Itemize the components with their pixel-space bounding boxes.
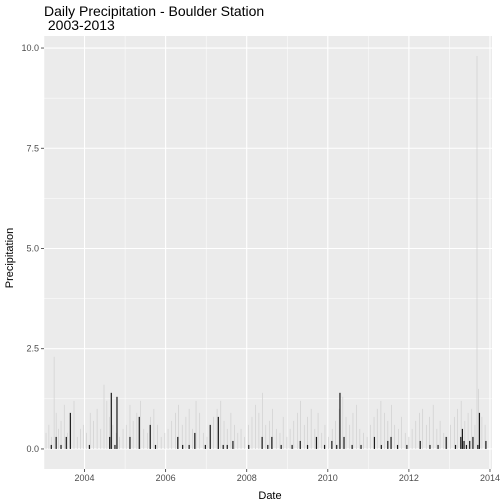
chart-title-line2: 2003-2013 — [44, 17, 115, 33]
x-tick-label: 2008 — [237, 473, 257, 483]
x-tick-label: 2006 — [156, 473, 176, 483]
y-tick-label: 0.0 — [26, 444, 39, 454]
y-axis-ticks: 0.0 2.5 5.0 7.5 10.0 — [21, 43, 44, 454]
x-axis-ticks: 2004 2006 2008 2010 2012 2014 — [75, 469, 500, 483]
x-tick-label: 2012 — [399, 473, 419, 483]
y-tick-label: 2.5 — [26, 344, 39, 354]
chart-title-line1: Daily Precipitation - Boulder Station — [44, 3, 264, 19]
bars — [45, 56, 487, 449]
y-tick-label: 5.0 — [26, 243, 39, 253]
y-tick-label: 10.0 — [21, 43, 39, 53]
x-axis-label: Date — [258, 490, 281, 502]
y-axis-label: Precipitation — [4, 228, 16, 289]
grid-major — [44, 36, 492, 469]
x-tick-label: 2014 — [480, 473, 500, 483]
y-tick-label: 7.5 — [26, 143, 39, 153]
x-tick-label: 2010 — [318, 473, 338, 483]
plot-panel — [44, 36, 492, 469]
x-tick-label: 2004 — [75, 473, 95, 483]
grid-minor — [43, 36, 492, 469]
